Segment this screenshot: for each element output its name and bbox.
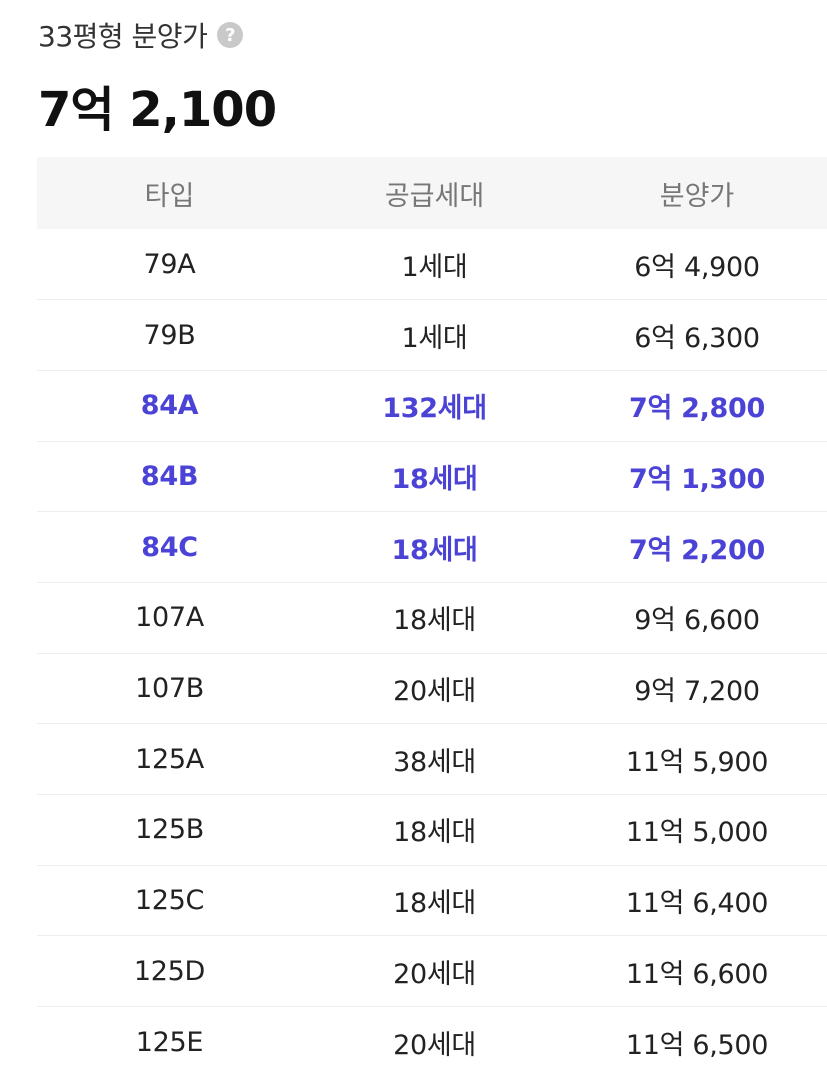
- table-row: 107A 18세대 9억 6,600: [37, 582, 827, 654]
- headline-price: 7억 2,100: [38, 82, 277, 138]
- cell-price: 11억 5,000: [625, 817, 769, 849]
- cell-price: 9억 7,200: [634, 675, 760, 707]
- cell-type: 125A: [135, 743, 204, 775]
- cell-price: 11억 5,900: [625, 746, 769, 778]
- cell-type: 125E: [135, 1026, 204, 1058]
- cell-type: 107B: [135, 672, 204, 704]
- price-table-container: 타입 공급세대 분양가 79A 1세대 6억 4,900 79B 1세대 6억 6,300…: [37, 157, 827, 1077]
- cell-type: 79B: [143, 319, 196, 351]
- table-header-row: 타입 공급세대 분양가: [37, 157, 827, 229]
- cell-units: 38세대: [393, 746, 476, 778]
- cell-price: 11억 6,500: [625, 1029, 769, 1061]
- subtitle-row: 33평형 분양가 ?: [38, 14, 276, 56]
- cell-type: 84B: [140, 460, 199, 492]
- column-header-type: 타입: [144, 180, 195, 212]
- table-row: 125D 20세대 11억 6,600: [37, 936, 827, 1007]
- cell-units: 20세대: [393, 958, 476, 990]
- cell-price: 6억 4,900: [634, 251, 760, 283]
- table-row: 79A 1세대 6억 4,900: [37, 229, 827, 300]
- price-table: 타입 공급세대 분양가 79A 1세대 6억 4,900 79B 1세대 6억 6,300…: [37, 157, 827, 1077]
- cell-units: 20세대: [393, 675, 476, 707]
- cell-units: 18세대: [391, 534, 478, 566]
- column-header-units: 공급세대: [384, 180, 485, 212]
- cell-type: 125C: [134, 885, 205, 917]
- table-header: 타입 공급세대 분양가: [37, 157, 827, 229]
- cell-units: 1세대: [401, 251, 468, 283]
- cell-units: 1세대: [401, 322, 468, 354]
- cell-units: 20세대: [393, 1029, 476, 1061]
- cell-type: 84C: [141, 531, 198, 563]
- cell-price: 7억 2,800: [628, 393, 766, 425]
- cell-units: 132세대: [382, 393, 487, 425]
- cell-price: 11억 6,400: [625, 888, 769, 920]
- table-row: 107B 20세대 9억 7,200: [37, 653, 827, 724]
- cell-type: 107A: [135, 602, 204, 634]
- table-row: 84A 132세대 7억 2,800: [37, 370, 827, 442]
- cell-type: 125B: [135, 814, 204, 846]
- help-icon[interactable]: ?: [217, 22, 244, 48]
- table-row: 125C 18세대 11억 6,400: [37, 865, 827, 936]
- cell-price: 7억 1,300: [628, 463, 766, 495]
- table-row: 84C 18세대 7억 2,200: [37, 512, 827, 583]
- cell-units: 18세대: [391, 463, 478, 495]
- column-header-price: 분양가: [659, 180, 735, 212]
- cell-units: 18세대: [393, 605, 476, 637]
- cell-units: 18세대: [393, 817, 476, 849]
- cell-price: 7억 2,200: [628, 534, 766, 566]
- cell-type: 84A: [140, 390, 199, 422]
- price-header: 33평형 분양가 ? 7억 2,100: [38, 14, 277, 140]
- page-subtitle: 33평형 분양가: [38, 20, 208, 53]
- table-body: 79A 1세대 6억 4,900 79B 1세대 6억 6,300 84A 132세대 7억 2…: [37, 229, 827, 1077]
- cell-type: 79A: [143, 248, 196, 280]
- cell-units: 18세대: [393, 888, 476, 920]
- cell-type: 125D: [133, 955, 206, 987]
- cell-price: 11억 6,600: [625, 958, 769, 990]
- table-row: 84B 18세대 7억 1,300: [37, 441, 827, 512]
- table-row: 79B 1세대 6억 6,300: [37, 300, 827, 371]
- table-row: 125A 38세대 11억 5,900: [37, 724, 827, 795]
- cell-price: 6억 6,300: [634, 322, 760, 354]
- cell-price: 9억 6,600: [634, 605, 760, 637]
- table-row: 125E 20세대 11억 6,500: [37, 1007, 827, 1078]
- table-row: 125B 18세대 11억 5,000: [37, 795, 827, 866]
